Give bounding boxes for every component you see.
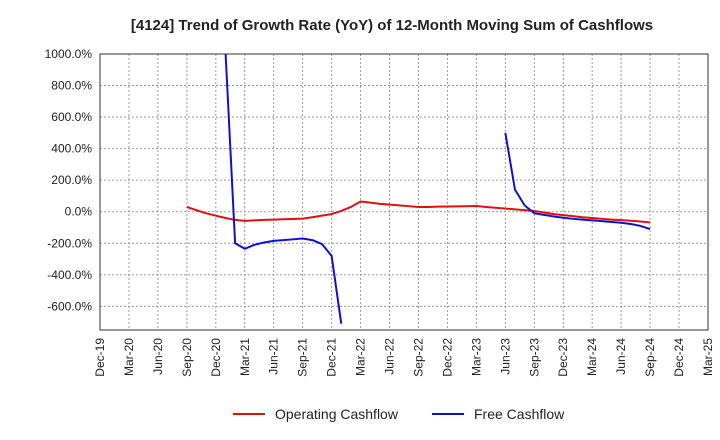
y-tick-label: -600.0% — [47, 299, 92, 313]
y-tick-label: 200.0% — [51, 173, 92, 187]
x-tick-label: Sep-21 — [296, 338, 310, 377]
x-tick-label: Dec-19 — [93, 338, 107, 377]
x-tick-label: Dec-20 — [209, 338, 223, 377]
x-tick-label: Jun-21 — [267, 338, 281, 375]
x-tick-label: Mar-21 — [238, 338, 252, 376]
y-tick-label: -200.0% — [47, 236, 92, 250]
x-tick-label: Mar-22 — [354, 338, 368, 376]
plot-area: 1000.0% 800.0% 600.0% 400.0% 200.0% 0.0% -200.… — [45, 47, 715, 377]
x-tick-label: Dec-22 — [440, 338, 454, 377]
legend-label-operating-cashflow: Operating Cashflow — [275, 406, 399, 422]
x-tick-label: Dec-21 — [325, 338, 339, 377]
y-tick-label: -400.0% — [47, 268, 92, 282]
plot-border — [99, 53, 709, 331]
x-tick-label: Sep-22 — [411, 338, 425, 377]
series-line-free-cashflow — [504, 132, 651, 231]
x-tick-label: Mar-24 — [585, 338, 599, 376]
x-tick-label: Dec-24 — [672, 338, 686, 377]
legend: Operating Cashflow Free Cashflow — [233, 406, 565, 422]
x-tick-label: Sep-24 — [643, 338, 657, 377]
series-line-operating-cashflow — [186, 200, 651, 224]
x-tick-label: Mar-20 — [122, 338, 136, 376]
x-tick-label: Mar-25 — [701, 338, 715, 376]
x-tick-label: Sep-23 — [527, 338, 541, 377]
x-tick-label: Sep-20 — [180, 338, 194, 377]
x-tick-label: Jun-23 — [498, 338, 512, 375]
x-tick-label: Mar-23 — [469, 338, 483, 376]
x-tick-label: Dec-23 — [556, 338, 570, 377]
y-tick-label: 400.0% — [51, 142, 92, 156]
series-line-free-cashflow — [224, 54, 343, 324]
x-tick-label: Jun-24 — [614, 338, 628, 375]
y-tick-label: 1000.0% — [45, 47, 93, 61]
y-tick-label: 600.0% — [51, 110, 92, 124]
y-tick-label: 0.0% — [65, 205, 93, 219]
y-tick-label: 800.0% — [51, 79, 92, 93]
chart-title: [4124] Trend of Growth Rate (YoY) of 12-… — [131, 17, 653, 34]
legend-label-free-cashflow: Free Cashflow — [474, 406, 565, 422]
x-tick-label: Jun-22 — [383, 338, 397, 375]
x-tick-label: Jun-20 — [151, 338, 165, 375]
